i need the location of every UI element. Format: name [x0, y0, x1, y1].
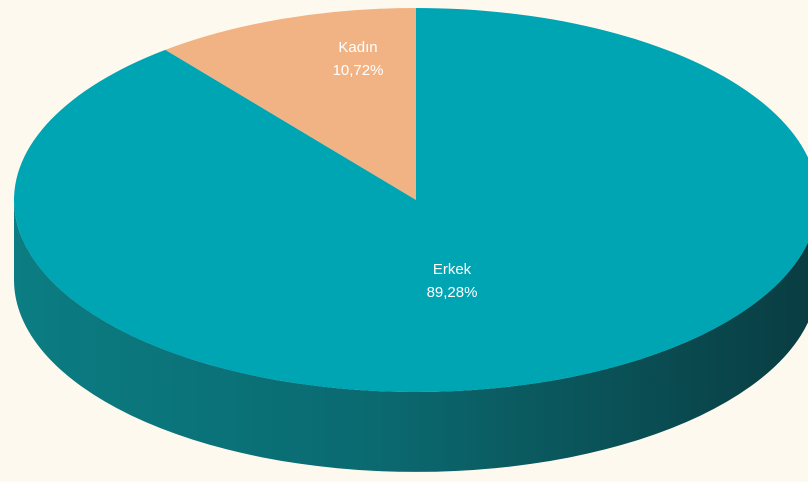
pie-slice-0	[165, 8, 416, 200]
slice-value-erkek: 89,28%	[427, 284, 478, 301]
pie-labels: Kadın 10,72% Erkek 89,28%	[333, 39, 478, 301]
slice-label-kadin: Kadın	[338, 39, 377, 56]
slice-label-erkek: Erkek	[433, 261, 472, 278]
pie-top	[14, 8, 808, 392]
pie-side-wall	[14, 200, 808, 472]
pie-slice-1	[14, 8, 808, 392]
slice-value-kadin: 10,72%	[333, 62, 384, 79]
pie-side	[14, 200, 808, 472]
